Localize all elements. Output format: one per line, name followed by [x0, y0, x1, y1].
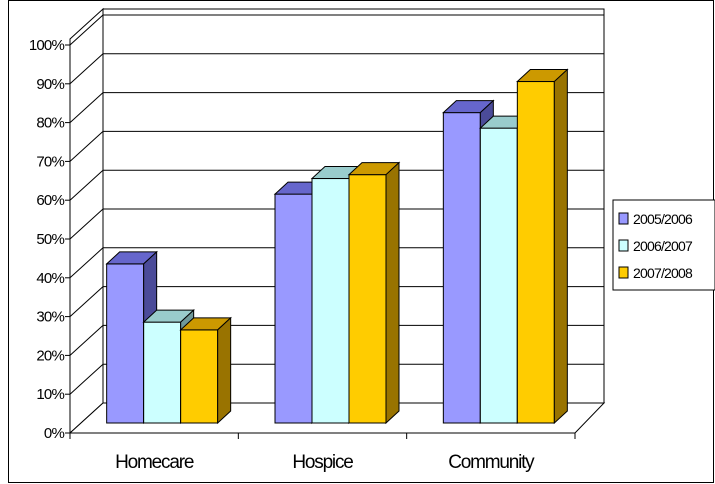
side-wall [69, 7, 104, 435]
bar-front [106, 263, 145, 424]
gridline-side [69, 325, 104, 356]
gridline-side [69, 247, 104, 279]
bar-front [479, 127, 518, 424]
bar [179, 316, 232, 425]
legend: 2005/2006 2006/2007 2007/2008 [612, 199, 715, 291]
y-tick-label: 80% [36, 115, 64, 132]
bar-front [180, 329, 219, 424]
gridline-side [69, 92, 104, 123]
gridline-side [69, 14, 104, 46]
y-tick-label: 20% [36, 347, 64, 364]
legend-swatch [618, 266, 629, 279]
y-tick-label: 40% [36, 270, 64, 287]
gridline-side [69, 286, 104, 317]
gridline-side [69, 363, 104, 395]
gridline-side [69, 208, 104, 240]
bar-side [217, 316, 232, 425]
y-tick-label: 0% [44, 425, 65, 442]
legend-box [612, 199, 715, 291]
bar-front [348, 174, 387, 424]
bar-front [442, 112, 481, 424]
legend-label: 2005/2006 [633, 211, 693, 227]
y-tick-label: 50% [36, 231, 64, 248]
bar-front [311, 178, 350, 424]
x-category-label: Homecare [115, 452, 194, 473]
bar [347, 161, 401, 425]
legend-swatch [618, 212, 629, 225]
y-tick-label: 90% [36, 76, 64, 93]
y-tick-label: 60% [36, 192, 64, 209]
y-tick-label: 100% [29, 37, 65, 54]
y-tick-label: 10% [36, 386, 64, 403]
bar-side [385, 161, 400, 425]
legend-label: 2006/2007 [633, 238, 693, 254]
legend-swatch [618, 239, 629, 252]
legend-item: 2006/2007 [618, 238, 694, 254]
y-tick-label: 70% [36, 153, 64, 170]
bar-front [516, 81, 555, 424]
legend-item: 2007/2008 [618, 265, 694, 281]
bar-side [553, 68, 568, 425]
bar-front [143, 321, 182, 424]
gridline-side [69, 53, 104, 85]
y-tick-label: 30% [36, 309, 64, 326]
x-category-label: Hospice [292, 452, 353, 473]
bar [516, 68, 569, 425]
gridline-side [69, 131, 104, 162]
legend-item: 2005/2006 [618, 211, 694, 227]
x-category-label: Community [448, 452, 535, 473]
legend-label: 2007/2008 [633, 265, 693, 281]
gridline-side [69, 169, 104, 201]
bar-front [274, 193, 313, 424]
